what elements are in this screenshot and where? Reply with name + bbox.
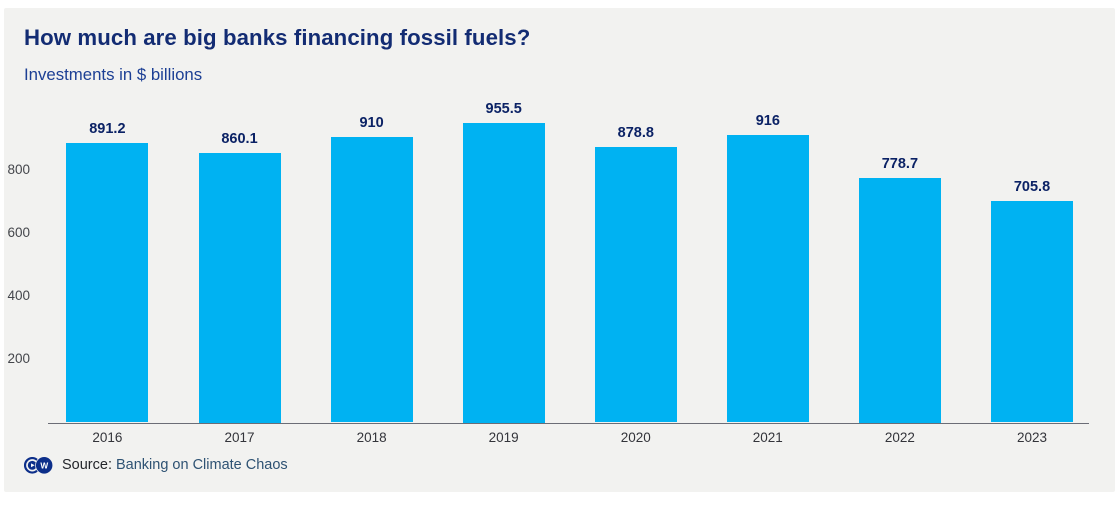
svg-text:W: W <box>40 462 48 471</box>
